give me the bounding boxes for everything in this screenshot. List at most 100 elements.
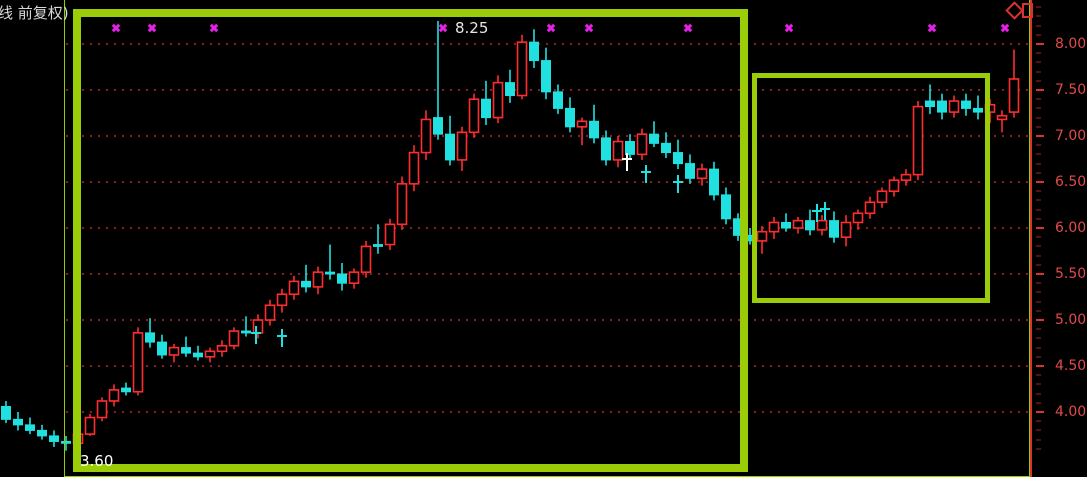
axis-tick (1036, 43, 1044, 45)
axis-label: 4.50 (1055, 358, 1087, 374)
candle (709, 161, 719, 201)
axis-minor-tick (1036, 301, 1041, 303)
candle (781, 213, 791, 232)
candle (132, 327, 144, 396)
candle (961, 93, 971, 116)
axis-minor-tick (1036, 236, 1041, 238)
doji-cyan-marker (812, 204, 822, 222)
axis-minor-tick (1036, 98, 1041, 100)
axis-minor-tick (1036, 429, 1041, 431)
candle (108, 384, 120, 407)
event-x-marker[interactable] (112, 23, 121, 32)
candle (925, 84, 935, 114)
axis-minor-tick (1036, 172, 1041, 174)
axis-label: 8.00 (1055, 36, 1087, 52)
axis-minor-tick (1036, 71, 1041, 73)
doji-cyan-marker (641, 165, 651, 183)
candle (864, 196, 876, 219)
axis-tick (1036, 365, 1044, 367)
axis-minor-tick (1036, 393, 1041, 395)
event-x-marker[interactable] (1001, 23, 1010, 32)
inset-selection-box[interactable] (752, 73, 990, 303)
axis-minor-tick (1036, 6, 1041, 8)
gridline (66, 43, 1028, 45)
event-x-marker[interactable] (785, 23, 794, 32)
candle (337, 262, 347, 291)
candle (312, 266, 324, 295)
candle (973, 95, 983, 120)
axis-label: 6.00 (1055, 220, 1087, 236)
doji-cyan-marker (673, 175, 683, 193)
candle (721, 187, 731, 225)
candle (948, 95, 960, 118)
candle (792, 216, 804, 234)
axis-minor-tick (1036, 448, 1041, 450)
axis-minor-tick (1036, 144, 1041, 146)
main-selection-box[interactable] (73, 9, 748, 472)
axis-minor-tick (1036, 328, 1041, 330)
axis-minor-tick (1036, 117, 1041, 119)
axis-label: 4.00 (1055, 404, 1087, 420)
candle (264, 299, 276, 326)
gridline (66, 365, 1028, 367)
candle (445, 115, 455, 166)
axis-minor-tick (1036, 15, 1041, 17)
candle (529, 29, 539, 68)
peak-price-label: 8.25 (455, 19, 489, 37)
gridline (66, 411, 1028, 413)
candle (121, 382, 131, 396)
candle (612, 136, 624, 168)
candle (216, 340, 228, 357)
candle (601, 130, 611, 166)
candle (840, 215, 852, 247)
candle (396, 176, 408, 230)
candle (756, 226, 768, 254)
candle (276, 288, 288, 313)
candle (565, 97, 575, 133)
candle (625, 134, 635, 159)
candle (468, 93, 480, 138)
axis-tick (1036, 411, 1044, 413)
axis-label: 6.50 (1055, 174, 1087, 190)
candle (900, 169, 912, 186)
event-x-marker[interactable] (585, 23, 594, 32)
axis-minor-tick (1036, 255, 1041, 257)
last-price-box-icon (1022, 3, 1033, 18)
candle (589, 104, 599, 144)
candle (84, 413, 96, 436)
candle (816, 215, 828, 236)
axis-minor-tick (1036, 163, 1041, 165)
candle (49, 430, 59, 447)
axis-tick (1036, 181, 1044, 183)
candle (145, 318, 155, 348)
event-x-marker[interactable] (210, 23, 219, 32)
doji-white-marker (622, 153, 632, 171)
candle (876, 187, 888, 208)
event-x-marker[interactable] (148, 23, 157, 32)
candle (61, 435, 71, 451)
candle (912, 101, 924, 181)
candle (852, 209, 864, 230)
event-x-marker[interactable] (928, 23, 937, 32)
candle (481, 80, 491, 125)
event-x-marker[interactable] (547, 23, 556, 32)
axis-minor-tick (1036, 347, 1041, 349)
page-title: 线 前复权) (0, 4, 69, 22)
candle (373, 224, 383, 254)
axis-minor-tick (1036, 291, 1041, 293)
axis-minor-tick (1036, 218, 1041, 220)
event-x-marker[interactable] (439, 23, 448, 32)
axis-minor-tick (1036, 34, 1041, 36)
event-x-marker[interactable] (684, 23, 693, 32)
axis-minor-tick (1036, 107, 1041, 109)
doji-cyan-marker (820, 202, 830, 220)
axis-tick (1036, 319, 1044, 321)
axis-minor-tick (1036, 402, 1041, 404)
candle (516, 34, 528, 100)
candle (168, 343, 180, 363)
axis-minor-tick (1036, 80, 1041, 82)
candle (360, 240, 372, 278)
